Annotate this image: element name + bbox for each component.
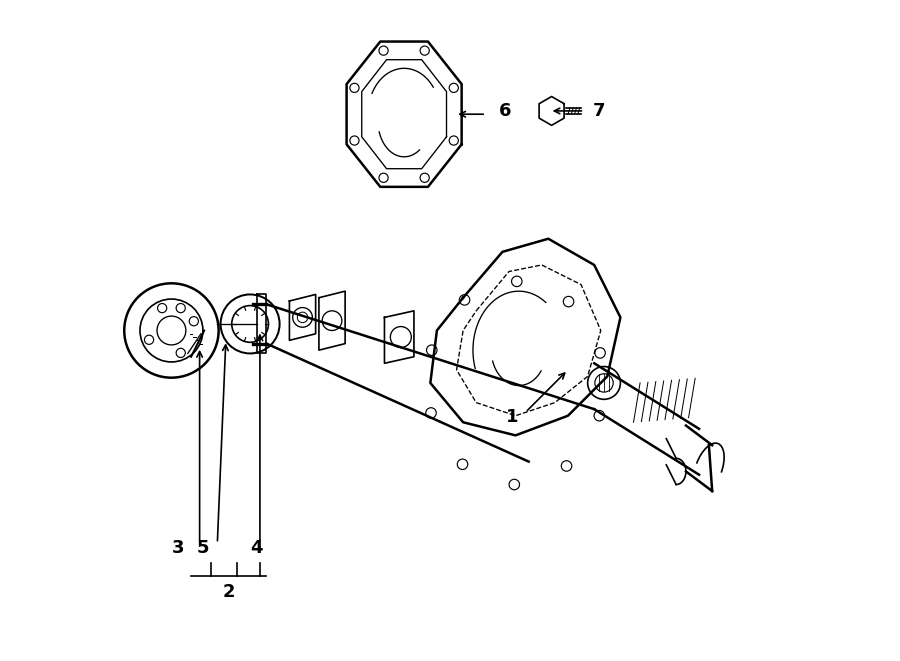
Text: 5: 5 <box>196 539 209 557</box>
Text: 7: 7 <box>593 102 606 120</box>
Text: 3: 3 <box>172 539 184 557</box>
Text: 6: 6 <box>500 102 512 120</box>
Text: 4: 4 <box>250 539 263 557</box>
Text: 1: 1 <box>506 408 518 426</box>
Text: 2: 2 <box>223 583 236 602</box>
